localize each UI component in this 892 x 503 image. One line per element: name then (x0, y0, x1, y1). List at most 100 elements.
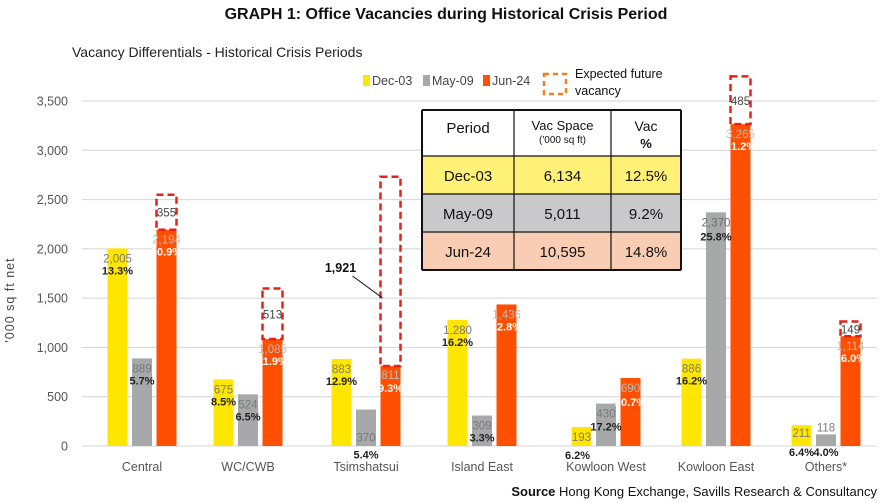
table-cell-space: 10,595 (540, 244, 586, 261)
bar-vacancy-rate: 8.5% (211, 396, 236, 408)
bar-value-label: 675 (214, 384, 233, 396)
y-tick-label: 1,000 (37, 341, 68, 355)
table-header-vac: Vac (634, 118, 657, 134)
table-row-bg (422, 194, 681, 232)
bar-vacancy-rate: 25.8% (700, 231, 731, 243)
bar (107, 248, 128, 446)
bar (380, 366, 401, 446)
bar (262, 339, 283, 446)
bar-vacancy-rate: 20.7% (615, 397, 646, 409)
bar-value-label: 1,085 (258, 344, 287, 356)
bar-value-label: 211 (792, 428, 810, 440)
bar (331, 358, 352, 446)
bar-vacancy-rate: 6.2% (565, 450, 590, 462)
expected-future-label: 485 (731, 96, 750, 108)
legend: Dec-03 May-09 Jun-24 Expected future vacancy (363, 67, 663, 98)
bar-vacancy-rate: 16.0% (835, 353, 866, 365)
legend-swatch (423, 75, 430, 86)
bar-value-label: 193 (572, 432, 591, 444)
y-tick-label: 0 (61, 440, 68, 454)
expected-future-box (839, 320, 862, 338)
table-cell-period: Dec-03 (444, 168, 492, 185)
y-axis-ticks: 0 500 1,000 1,500 2,000 2,500 3,000 3,500 (37, 95, 68, 454)
bar-value-label: 309 (472, 421, 491, 433)
bar (213, 379, 234, 446)
bar (156, 229, 177, 446)
y-tick-label: 2,500 (37, 193, 68, 207)
expected-future-boxes (155, 75, 862, 368)
bar-vacancy-rate: 6.5% (235, 411, 260, 423)
bar-value-label: 886 (682, 364, 701, 376)
bar-vacancy-rate: 10.9% (151, 247, 182, 259)
expected-future-box (379, 175, 402, 368)
legend-label: Jun-24 (492, 74, 530, 88)
bars (107, 124, 861, 447)
bar-vacancy-rate: 3.3% (469, 433, 494, 445)
bar-vacancy-rate: 12.8% (491, 321, 522, 333)
expected-future-box (729, 75, 752, 126)
y-tick-label: 500 (47, 390, 68, 404)
bar-vacancy-rate: 17.2% (590, 422, 621, 434)
legend-swatch (483, 75, 490, 86)
table-cell-rate: 9.2% (629, 206, 663, 223)
expected-future-label: 149 (841, 324, 860, 336)
bar-value-label: 889 (132, 363, 151, 375)
table-row-bg (422, 232, 681, 270)
expected-future-box (155, 193, 178, 231)
bar-value-label: 3,265 (726, 129, 755, 141)
bar (816, 434, 836, 446)
expected-future-label: 513 (263, 309, 282, 321)
bar-value-label: 370 (356, 433, 375, 445)
category-label: WC/CWB (221, 460, 274, 474)
bar-vacancy-rate: 5.4% (353, 450, 378, 462)
vacancy-table: Period Vac Space ('000 sq ft) Vac% Dec-03 6,1… (421, 109, 682, 271)
chart-subtitle: Vacancy Differentials - Historical Crisi… (72, 44, 362, 60)
legend-dashed-swatch (542, 72, 568, 96)
source-note: Source Hong Kong Exchange, Savills Resea… (511, 484, 877, 499)
bar (472, 415, 492, 446)
category-label: Kowloon East (678, 460, 755, 474)
bar-vacancy-rate: 4.0% (813, 447, 838, 459)
bar (132, 358, 152, 446)
table-header-pct: % (640, 136, 652, 151)
y-tick-label: 3,500 (37, 95, 68, 109)
bar-value-label: 118 (817, 422, 835, 434)
bar (238, 394, 258, 446)
category-label: Tsimshatsui (333, 460, 398, 474)
bar-vacancy-rate: 16.2% (676, 376, 707, 388)
legend-label: May-09 (432, 74, 474, 88)
category-label: Island East (451, 460, 513, 474)
bar (496, 304, 517, 446)
bar-value-label: 2,194 (152, 235, 181, 247)
bar-value-label: 1,114 (837, 341, 866, 353)
bar (596, 403, 616, 446)
category-labels: Central WC/CWB Tsimshatsui Island East Kowlo… (122, 460, 847, 474)
y-tick-label: 3,000 (37, 144, 68, 158)
source-label: Source (511, 484, 555, 499)
table-cell-space: 5,011 (544, 206, 580, 223)
bar-value-label: 430 (596, 409, 615, 421)
y-tick-label: 2,000 (37, 242, 68, 256)
bar-vacancy-rate: 6.4% (789, 447, 814, 459)
legend-label: Expected future vacancy (575, 67, 663, 98)
bar-value-label: 883 (332, 364, 351, 376)
table-header-period: Period (446, 120, 489, 137)
expected-future-box (261, 287, 284, 341)
bar-value-label: 1,436 (492, 309, 521, 321)
table-cell-rate: 14.8% (625, 244, 668, 261)
bar-value-label: 1,280 (443, 325, 472, 337)
bar (356, 409, 376, 446)
y-axis-label: '000 sq ft net (3, 257, 17, 342)
table-header-space: Vac Space (532, 118, 594, 133)
bar (791, 425, 812, 446)
bar-value-label: 2,005 (103, 253, 132, 265)
bar-vacancy-rate: 21.2% (725, 141, 756, 153)
bar-vacancy-rate: 12.9% (326, 376, 357, 388)
bar-vacancy-rate: 13.3% (102, 265, 133, 277)
legend-swatch (363, 75, 370, 86)
table-cell-rate: 12.5% (625, 168, 668, 185)
category-label: Kowloon West (566, 460, 646, 474)
bar (681, 358, 702, 446)
y-tick-label: 1,500 (37, 292, 68, 306)
